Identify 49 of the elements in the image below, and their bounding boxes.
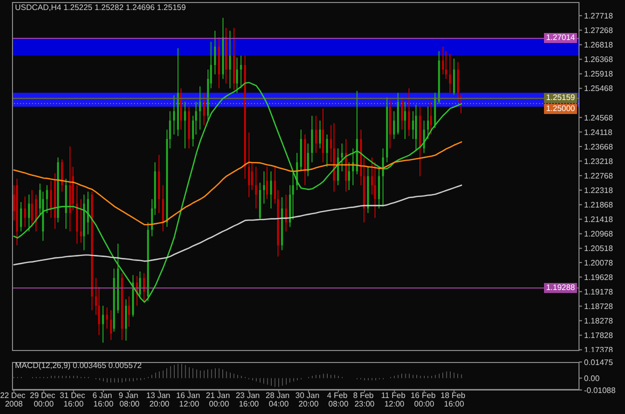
y-tick-label: 1.19628: [584, 272, 614, 282]
ref-line-label: 1.27014: [544, 33, 577, 44]
y-tick-label: 0.00: [584, 374, 600, 383]
y-tick-label: 1.26818: [584, 40, 614, 50]
y-tick-label: 1.19178: [584, 287, 614, 296]
y-tick-label: 1.20968: [584, 230, 614, 239]
ref-line-label: 1.19288: [544, 283, 577, 294]
x-tick-label: 30 Jan 20:00: [295, 391, 322, 408]
y-tick-label: 1.22768: [584, 171, 614, 180]
y-tick-label: 1.25468: [584, 84, 614, 94]
x-tick-label: 18 Feb 16:00: [440, 391, 468, 408]
x-tick-label: 16 Jan 12:00: [176, 391, 202, 408]
x-tick-label: 22 Dec 2008: [0, 391, 28, 408]
y-tick-label: 1.20518: [584, 244, 614, 254]
y-tick-label: 0.01475: [584, 358, 614, 367]
x-tick-label: 23 Jan 16:00: [236, 391, 262, 408]
y-tick-label: 1.23218: [584, 156, 614, 166]
y-tick-label: 1.21868: [584, 200, 614, 210]
x-tick-label: 28 Jan 04:00: [266, 391, 292, 408]
x-tick-label: 6 Jan 16:00: [92, 391, 114, 408]
y-tick-label: 1.22318: [584, 186, 614, 195]
x-tick-label: 31 Dec 16:00: [60, 391, 88, 408]
y-tick-label: 1.25918: [584, 70, 614, 79]
y-tick-label: -0.01088: [584, 386, 616, 395]
x-tick-label: 21 Jan 00:00: [206, 391, 232, 408]
y-tick-label: 1.23668: [584, 142, 614, 152]
line-series: [13, 184, 462, 266]
y-tick-label: 1.24118: [584, 128, 613, 137]
x-tick-label: 13 Jan 20:00: [146, 391, 172, 408]
ref-line-label: 1.25000: [544, 104, 577, 114]
y-tick-label: 1.24568: [584, 113, 614, 122]
y-tick-label: 1.27718: [584, 11, 614, 20]
ref-line-label: 1.25159: [544, 93, 577, 104]
x-tick-label: 4 Feb 08:00: [327, 391, 350, 408]
y-tick-label: 1.20078: [584, 258, 614, 268]
x-tick-label: 8 Feb 23:00: [353, 391, 376, 408]
y-tick-label: 1.18728: [584, 302, 614, 311]
y-tick-label: 1.21418: [584, 215, 614, 224]
line-series: [13, 82, 462, 303]
x-tick-label: 29 Dec 00:00: [30, 391, 58, 408]
x-tick-label: 16 Feb 00:00: [410, 391, 438, 408]
x-tick-label: 11 Feb 12:00: [381, 391, 408, 408]
x-tick-label: 9 Jan 08:00: [118, 391, 140, 408]
y-tick-label: 1.18278: [584, 316, 614, 326]
y-tick-label: 1.17828: [584, 331, 614, 340]
y-tick-label: 1.26368: [584, 55, 614, 64]
y-tick-label: 1.27268: [584, 26, 614, 36]
chart-title: MACD(12,26,9) 0.003465 0.005572: [15, 361, 142, 371]
chart-title: USDCAD,H4 1.25225 1.25282 1.24696 1.25159: [15, 3, 186, 13]
